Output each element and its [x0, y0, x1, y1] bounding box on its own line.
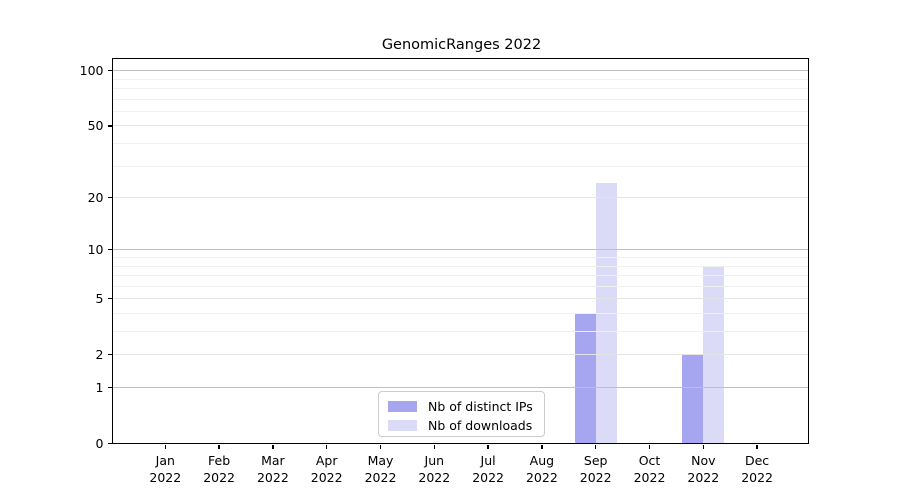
x-tick-label: Nov 2022 [687, 452, 720, 485]
x-tick-label: Oct 2022 [633, 452, 666, 485]
y-tick-mark [107, 249, 112, 251]
legend-item-distinct-ips: Nb of distinct IPs [388, 398, 535, 415]
gridline-minor [113, 98, 809, 100]
y-tick-mark [107, 196, 112, 199]
legend: Nb of distinct IPs Nb of downloads [378, 391, 545, 437]
y-tick-mark [107, 125, 112, 127]
gridline-minor [113, 257, 809, 258]
gridline-minor [113, 275, 809, 277]
x-tick-mark [756, 444, 758, 449]
gridline-decade [113, 249, 809, 251]
y-tick-mark [107, 354, 112, 356]
gridline-minor [113, 110, 809, 112]
x-tick-label: Jul 2022 [472, 452, 504, 485]
x-tick-mark [272, 444, 274, 449]
x-tick-mark [541, 444, 543, 449]
x-tick-label: Feb 2022 [203, 452, 235, 485]
x-tick-mark [702, 444, 704, 449]
x-tick-mark [433, 444, 435, 449]
y-tick-label: 0 [95, 435, 104, 451]
bar-distinct-ips-sep [574, 313, 596, 444]
y-tick-label: 10 [87, 241, 104, 257]
legend-label-distinct-ips: Nb of distinct IPs [428, 399, 533, 414]
chart-title: GenomicRanges 2022 [381, 37, 542, 53]
x-tick-label: Jun 2022 [418, 452, 451, 485]
x-tick-mark [595, 444, 597, 449]
gridline-minor [113, 143, 809, 145]
legend-item-downloads: Nb of downloads [388, 417, 535, 434]
y-tick-label: 100 [79, 62, 104, 78]
gridline-major [113, 298, 809, 300]
gridline-minor [113, 165, 809, 167]
x-tick-label: Dec 2022 [741, 452, 773, 485]
x-tick-label: Sep 2022 [579, 452, 612, 485]
y-tick-label: 5 [95, 290, 104, 306]
y-tick-mark [107, 298, 112, 300]
x-tick-mark [326, 444, 328, 449]
gridline-major [113, 125, 809, 127]
legend-swatch-downloads [388, 420, 417, 431]
gridline-major [113, 197, 809, 199]
y-tick-mark [107, 386, 112, 389]
x-tick-mark [218, 444, 220, 449]
x-tick-mark [379, 444, 382, 449]
x-tick-label: Apr 2022 [310, 452, 343, 485]
gridline-minor [113, 312, 809, 314]
x-tick-mark [487, 444, 489, 449]
gridline-minor [113, 265, 809, 267]
bar-distinct-ips-nov [682, 354, 704, 444]
y-tick-label: 20 [87, 189, 104, 205]
x-tick-label: Mar 2022 [256, 452, 289, 485]
x-tick-label: Jan 2022 [149, 452, 182, 485]
gridline-decade [113, 387, 809, 388]
y-tick-label: 1 [95, 379, 104, 395]
y-tick-label: 2 [95, 346, 104, 362]
gridline-decade [113, 70, 809, 72]
x-tick-label: May 2022 [364, 452, 397, 485]
y-tick-mark [107, 442, 112, 445]
gridline-major [113, 354, 809, 356]
gridline-minor [113, 78, 809, 80]
gridline-minor [113, 331, 809, 333]
x-tick-mark [164, 444, 166, 449]
y-tick-mark [107, 70, 112, 72]
gridline-minor [113, 285, 809, 287]
x-tick-label: Aug 2022 [525, 452, 558, 485]
legend-label-downloads: Nb of downloads [428, 418, 533, 433]
gridline-minor [113, 88, 809, 90]
legend-swatch-distinct-ips [388, 401, 417, 412]
y-tick-label: 50 [87, 117, 104, 133]
x-tick-mark [648, 444, 651, 449]
